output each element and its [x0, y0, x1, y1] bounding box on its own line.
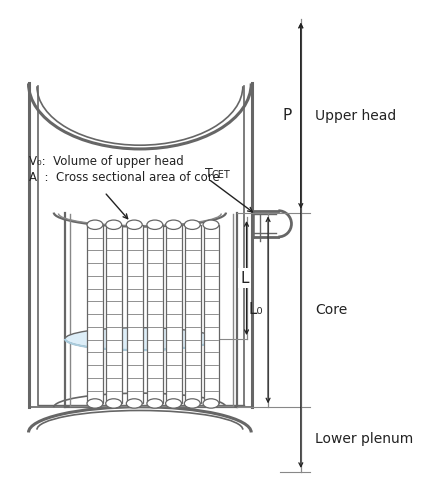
- Text: A  :  Cross sectional area of core: A : Cross sectional area of core: [30, 172, 220, 184]
- Ellipse shape: [106, 220, 122, 230]
- Text: P: P: [282, 108, 291, 123]
- Text: Upper head: Upper head: [315, 108, 396, 122]
- Text: V₀:  Volume of upper head: V₀: Volume of upper head: [30, 154, 184, 168]
- Ellipse shape: [203, 220, 219, 230]
- Text: CET: CET: [212, 170, 231, 180]
- Ellipse shape: [126, 220, 142, 230]
- Ellipse shape: [87, 399, 103, 408]
- Ellipse shape: [87, 220, 103, 230]
- Text: Core: Core: [315, 303, 347, 317]
- Bar: [166, 224, 182, 404]
- Ellipse shape: [203, 399, 219, 408]
- Ellipse shape: [184, 399, 200, 408]
- Bar: [148, 224, 163, 404]
- Ellipse shape: [166, 220, 181, 230]
- Ellipse shape: [147, 220, 163, 230]
- Bar: [203, 224, 219, 404]
- Ellipse shape: [126, 399, 142, 408]
- Ellipse shape: [65, 328, 215, 350]
- Ellipse shape: [184, 220, 200, 230]
- Ellipse shape: [166, 399, 181, 408]
- Bar: [88, 224, 103, 404]
- Bar: [185, 224, 201, 404]
- Text: L: L: [240, 270, 249, 285]
- Text: L₀: L₀: [249, 302, 263, 318]
- Bar: [106, 224, 122, 404]
- Text: T: T: [205, 167, 213, 180]
- Text: Lower plenum: Lower plenum: [315, 432, 413, 446]
- Ellipse shape: [147, 399, 163, 408]
- Ellipse shape: [106, 399, 122, 408]
- Bar: [127, 224, 143, 404]
